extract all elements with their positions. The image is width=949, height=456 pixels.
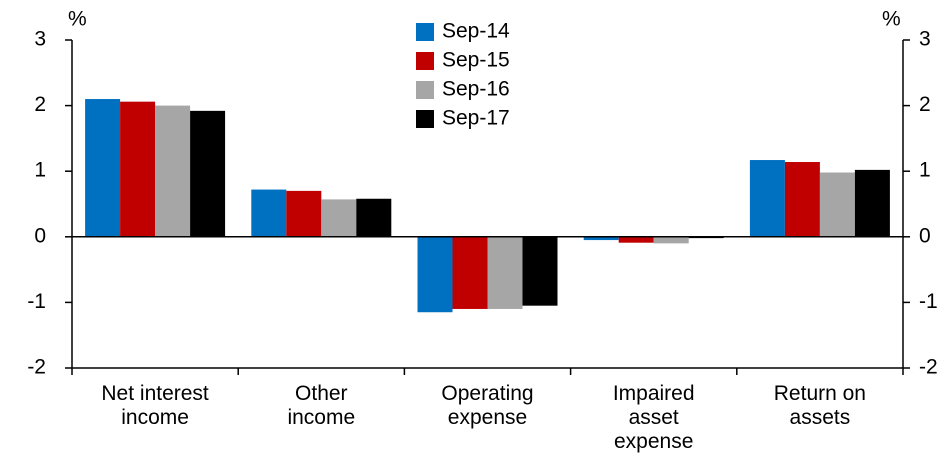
legend-label: Sep-14	[442, 20, 510, 43]
y2-tick-label: 0	[919, 224, 931, 247]
bar	[85, 99, 121, 237]
bar	[819, 172, 855, 237]
bar	[749, 160, 785, 237]
bar	[190, 110, 226, 237]
bar	[854, 169, 890, 237]
bar	[120, 101, 156, 237]
y-tick-label: -2	[27, 356, 46, 379]
y2-tick-label: 2	[919, 93, 931, 116]
bar	[417, 236, 453, 313]
legend-swatch	[416, 23, 434, 41]
bar	[155, 105, 191, 237]
y2-tick-label: 3	[919, 28, 931, 51]
bar	[356, 198, 392, 237]
y2-unit: %	[882, 8, 901, 31]
bar	[321, 199, 357, 237]
x-tick-label: Operating expense	[441, 382, 534, 429]
x-tick-label: Impaired asset expense	[612, 382, 695, 453]
bar	[251, 189, 287, 237]
legend-swatch	[416, 81, 434, 99]
y-tick-label: -1	[27, 290, 46, 313]
y-tick-label: 2	[34, 93, 46, 116]
legend-swatch	[416, 52, 434, 70]
y2-tick-label: 1	[919, 159, 931, 182]
bar	[653, 236, 689, 244]
bar	[784, 162, 820, 237]
legend-label: Sep-15	[442, 49, 510, 72]
y-unit: %	[68, 8, 87, 31]
y-tick-label: 3	[34, 28, 46, 51]
bar	[618, 236, 654, 243]
legend-label: Sep-16	[442, 78, 510, 101]
legend-swatch	[416, 110, 434, 128]
y2-tick-label: -2	[919, 356, 938, 379]
x-tick-label: Return on assets	[773, 382, 866, 429]
bar	[487, 236, 523, 309]
bar	[286, 190, 322, 237]
bar	[452, 236, 488, 309]
y-tick-label: 0	[34, 224, 46, 247]
bar	[522, 236, 558, 306]
y2-tick-label: -1	[919, 290, 938, 313]
y-tick-label: 1	[34, 159, 46, 182]
x-tick-label: Net interest income	[101, 382, 209, 429]
legend-label: Sep-17	[442, 107, 510, 130]
x-tick-label: Other income	[287, 382, 356, 429]
bar	[583, 236, 619, 241]
